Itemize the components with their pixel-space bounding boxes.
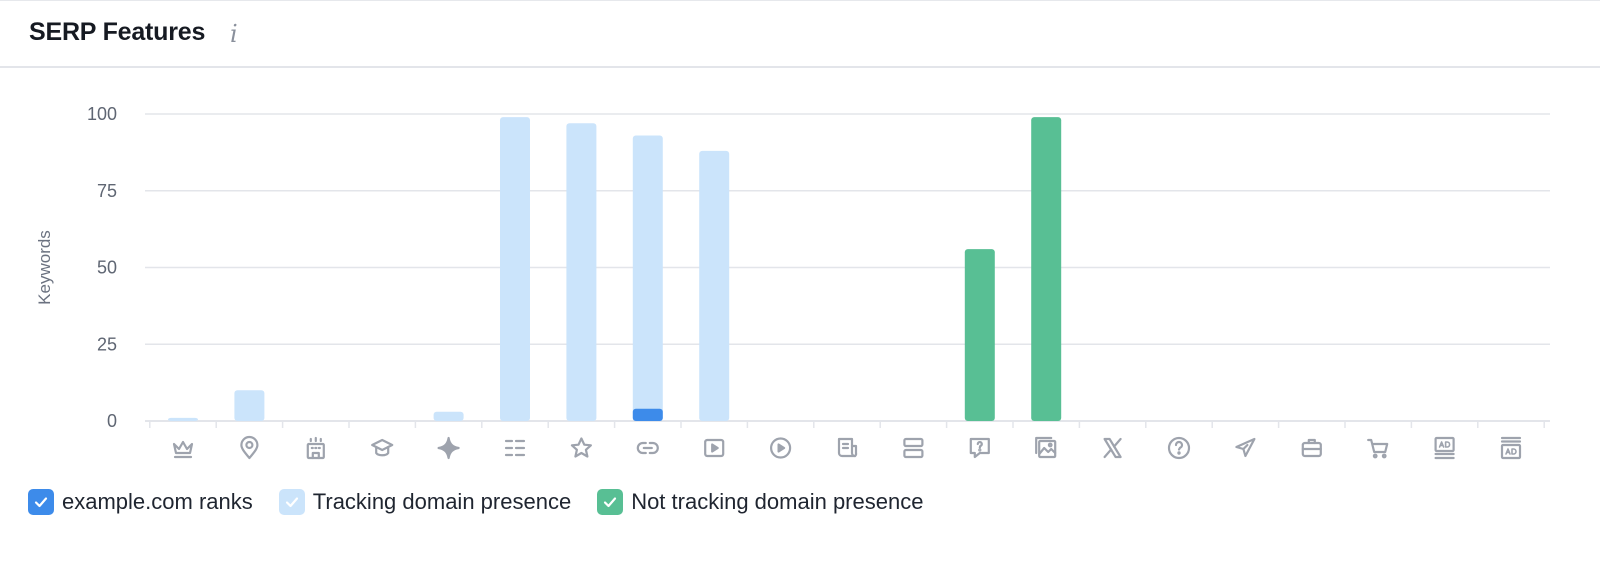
y-tick-label: 100 [87, 104, 117, 124]
bar-tracking-video[interactable] [699, 150, 730, 421]
knowledge-panel-icon [371, 438, 394, 457]
legend-item-ranks[interactable]: example.com ranks [28, 489, 253, 515]
local-pack-icon [240, 435, 259, 460]
sitelinks-icon [504, 439, 526, 457]
info-icon[interactable]: i [230, 20, 238, 48]
check-icon [34, 497, 48, 508]
x-twitter-icon [1103, 437, 1122, 459]
bar-tracking-local-pack[interactable] [234, 390, 265, 421]
bar-ranks-link[interactable] [632, 408, 663, 421]
bar-tracking-sitelinks[interactable] [500, 117, 530, 421]
serp-features-chart: Keywords 0 25 50 75 100 [35, 104, 1550, 460]
video-icon [704, 438, 725, 458]
y-tick-label: 0 [107, 411, 117, 431]
legend-label-not-tracking: Not tracking domain presence [631, 489, 924, 514]
jobs-icon [1301, 438, 1322, 458]
flights-icon [1235, 437, 1256, 458]
y-tick-label: 75 [97, 181, 117, 201]
legend-checkbox-not-tracking[interactable] [597, 489, 624, 515]
hotel-pack-icon [306, 436, 325, 460]
bar-not-tracking-people-also-ask[interactable] [964, 249, 995, 421]
legend-label-tracking: Tracking domain presence [312, 489, 572, 514]
chart-legend: example.com ranks Tracking domain presen… [28, 489, 949, 515]
y-axis-title: Keywords [35, 230, 54, 305]
ads-top-icon [1434, 436, 1455, 460]
check-icon [604, 497, 617, 508]
featured-video-icon [769, 437, 792, 459]
y-tick-label: 25 [97, 334, 117, 354]
faq-icon [1167, 436, 1191, 460]
shopping-icon [1367, 438, 1389, 459]
featured-snippet-icon [172, 440, 194, 459]
bar-tracking-link[interactable] [632, 135, 663, 421]
bar-tracking-reviews[interactable] [566, 123, 597, 422]
bar-tracking-featured-snippet[interactable] [168, 417, 198, 421]
card-title: SERP Features [29, 18, 206, 46]
legend-item-not-tracking[interactable]: Not tracking domain presence [597, 489, 923, 515]
people-also-ask-icon [969, 437, 990, 459]
top-stories-icon [837, 437, 858, 458]
legend-item-tracking[interactable]: Tracking domain presence [278, 489, 572, 515]
card-header: SERP Features i [0, 1, 1600, 68]
check-icon [285, 497, 298, 508]
bar-tracking-ai-overview[interactable] [433, 411, 464, 421]
y-tick-label: 50 [97, 258, 117, 278]
ai-overview-icon [437, 436, 460, 460]
legend-checkbox-ranks[interactable] [28, 489, 54, 515]
link-icon [636, 441, 659, 455]
reviews-icon [570, 437, 593, 458]
bar-not-tracking-image-pack[interactable] [1031, 117, 1062, 421]
legend-checkbox-tracking[interactable] [278, 489, 305, 515]
ads-bottom-icon [1500, 436, 1522, 460]
carousel-icon [903, 437, 924, 459]
legend-label-ranks: example.com ranks [62, 489, 253, 514]
image-pack-icon [1035, 436, 1057, 459]
